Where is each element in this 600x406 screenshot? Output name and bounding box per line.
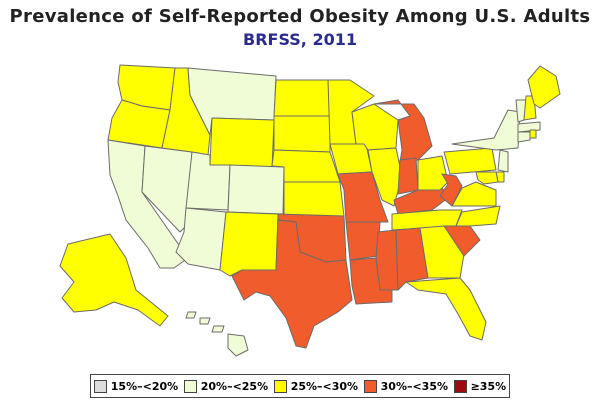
- state-in: [397, 157, 419, 195]
- map-title: Prevalence of Self-Reported Obesity Amon…: [9, 6, 591, 27]
- state-ct: [517, 131, 531, 143]
- state-co: [227, 164, 285, 215]
- state-hi: [185, 311, 249, 357]
- state-ny: [451, 109, 521, 151]
- state-pa: [443, 147, 497, 175]
- map-subtitle: BRFSS, 2011: [243, 30, 357, 49]
- state-ia: [329, 143, 373, 175]
- state-oh: [417, 155, 449, 191]
- legend-item-25-30: 25%–<30%: [273, 379, 359, 393]
- legend-swatch-35-plus: [453, 379, 467, 393]
- state-ma: [517, 121, 541, 133]
- legend-swatch-20-25: [183, 379, 197, 393]
- legend-swatch-25-30: [273, 379, 287, 393]
- state-sd: [273, 115, 331, 153]
- state-fl: [405, 277, 487, 341]
- state-wy: [209, 117, 275, 171]
- state-al: [395, 227, 429, 291]
- state-ms: [375, 229, 399, 291]
- state-va: [451, 181, 497, 207]
- state-ks: [283, 181, 345, 217]
- legend-label-25-30: 25%–<30%: [290, 379, 359, 393]
- state-ar: [345, 221, 381, 261]
- state-nj: [497, 149, 509, 173]
- state-me: [527, 65, 561, 109]
- legend-label-35-plus: ≥35%: [470, 379, 507, 393]
- legend-swatch-15-20: [93, 379, 107, 393]
- legend-label-20-25: 20%–<25%: [200, 379, 269, 393]
- legend-swatch-30-35: [363, 379, 377, 393]
- state-md: [475, 171, 499, 185]
- state-ri: [529, 129, 537, 139]
- legend-item-20-25: 20%–<25%: [183, 379, 269, 393]
- legend-label-15-20: 15%–<20%: [110, 379, 179, 393]
- legend-label-30-35: 30%–<35%: [380, 379, 449, 393]
- state-il: [367, 147, 403, 207]
- state-nm: [219, 211, 279, 277]
- state-tx: [231, 219, 353, 349]
- state-nc: [455, 205, 501, 227]
- state-nd: [273, 79, 331, 117]
- legend-item-15-20: 15%–<20%: [93, 379, 179, 393]
- state-wi: [351, 103, 399, 151]
- map-legend: 15%–<20% 20%–<25% 25%–<30% 30%–<35% ≥35%: [90, 374, 510, 398]
- legend-item-30-35: 30%–<35%: [363, 379, 449, 393]
- state-ak: [59, 233, 169, 327]
- legend-item-35-plus: ≥35%: [453, 379, 507, 393]
